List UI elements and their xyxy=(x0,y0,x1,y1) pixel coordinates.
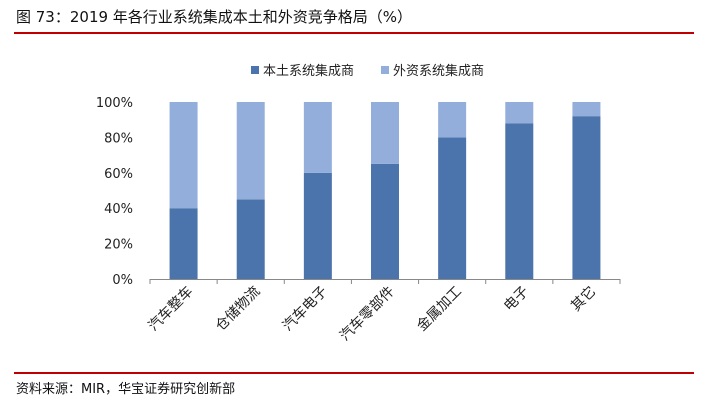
y-axis: 0% 20% 40% 60% 80% 100% xyxy=(96,96,133,288)
x-tick-label: 汽车整车 xyxy=(145,283,197,335)
x-tick-label: 金属加工 xyxy=(414,284,465,335)
bar-foreign-1 xyxy=(236,102,265,200)
bar-foreign-3 xyxy=(371,102,399,164)
title-rule xyxy=(14,32,694,34)
y-tick-label: 100% xyxy=(96,96,133,111)
legend-swatch-1 xyxy=(381,66,389,74)
x-tick-label: 电子 xyxy=(501,284,532,315)
y-tick-label: 20% xyxy=(104,238,133,253)
x-tick-label: 仓储物流 xyxy=(213,284,264,335)
bar-domestic-6 xyxy=(572,116,601,279)
source-note: 资料来源：MIR，华宝证券研究创新部 xyxy=(16,382,236,397)
bar-domestic-0 xyxy=(169,208,198,279)
y-tick-label: 80% xyxy=(104,131,133,146)
x-tick-label: 汽车零部件 xyxy=(336,283,398,345)
legend-swatch-0 xyxy=(251,66,259,74)
y-tick-label: 40% xyxy=(104,202,133,217)
y-tick-label: 60% xyxy=(104,167,133,182)
bar-foreign-5 xyxy=(505,102,534,124)
x-tick-label: 汽车电子 xyxy=(279,283,331,335)
x-axis: 汽车整车 仓储物流 汽车电子 汽车零部件 金属加工 电子 其它 xyxy=(145,279,621,345)
bar-domestic-3 xyxy=(371,163,399,279)
x-tick-label: 其它 xyxy=(567,283,599,315)
y-tick-label: 0% xyxy=(112,273,133,288)
bar-domestic-4 xyxy=(438,137,467,279)
legend-label-0: 本土系统集成商 xyxy=(263,63,354,79)
bar-domestic-5 xyxy=(505,123,534,280)
chart-legend: 本土系统集成商 外资系统集成商 xyxy=(251,63,484,79)
bar-domestic-1 xyxy=(236,199,265,279)
legend-label-1: 外资系统集成商 xyxy=(393,63,484,79)
figure-title: 图 73：2019 年各行业系统集成本土和外资竞争格局（%） xyxy=(16,8,413,26)
source-rule xyxy=(14,372,694,374)
bar-foreign-2 xyxy=(303,102,332,173)
bar-foreign-6 xyxy=(572,102,601,117)
bar-foreign-4 xyxy=(438,102,467,138)
bar-foreign-0 xyxy=(169,102,198,209)
bar-group xyxy=(169,102,601,280)
bar-domestic-2 xyxy=(303,172,332,279)
